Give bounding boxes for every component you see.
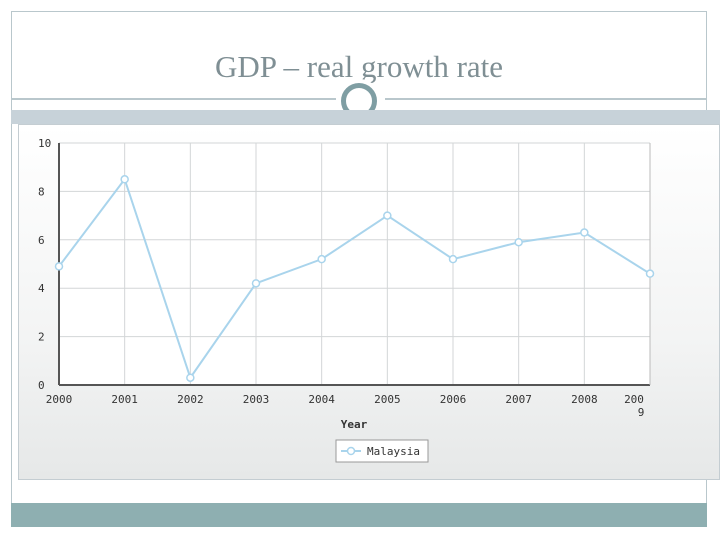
data-point (120, 175, 129, 184)
legend-marker-icon (346, 446, 356, 456)
y-tick-label: 10 (38, 137, 51, 150)
x-tick-label: 2004 (308, 393, 335, 406)
data-point (317, 254, 326, 264)
title-divider-right (385, 98, 707, 100)
x-tick-label: 2000 (46, 393, 73, 406)
legend-label: Malaysia (367, 445, 420, 458)
y-tick-label: 4 (38, 282, 45, 295)
x-tick-label: 2006 (440, 393, 467, 406)
header-band (11, 110, 720, 124)
slide-title: GDP – real growth rate (214, 49, 504, 84)
title-divider-left (11, 98, 336, 100)
y-tick-label: 0 (38, 379, 45, 392)
x-tick-label: 200 (624, 393, 644, 406)
y-tick-label: 8 (38, 185, 45, 198)
series-line (58, 177, 651, 380)
x-tick-label: 2002 (177, 393, 204, 406)
data-point (580, 228, 589, 237)
data-point (383, 211, 392, 220)
data-point (186, 373, 195, 382)
x-tick-label: 2005 (374, 393, 401, 406)
data-point (54, 262, 64, 271)
data-point (514, 237, 523, 247)
title-area: GDP – real growth rate (11, 11, 707, 99)
x-tick-label: 2001 (111, 393, 138, 406)
x-tick-label: 9 (638, 406, 645, 419)
series-layer (54, 175, 655, 382)
y-tick-label: 6 (38, 234, 45, 247)
data-point (251, 279, 261, 288)
legend: Malaysia (335, 439, 429, 463)
grid-layer (58, 142, 651, 386)
x-axis-label: Year (341, 418, 368, 431)
data-point (645, 269, 655, 278)
x-tick-label: 2003 (243, 393, 270, 406)
data-point (448, 254, 458, 264)
y-tick-label: 2 (38, 331, 45, 344)
x-tick-label: 2007 (505, 393, 532, 406)
plot-area (59, 143, 650, 385)
footer-bar (11, 503, 707, 527)
x-tick-label: 2008 (571, 393, 598, 406)
